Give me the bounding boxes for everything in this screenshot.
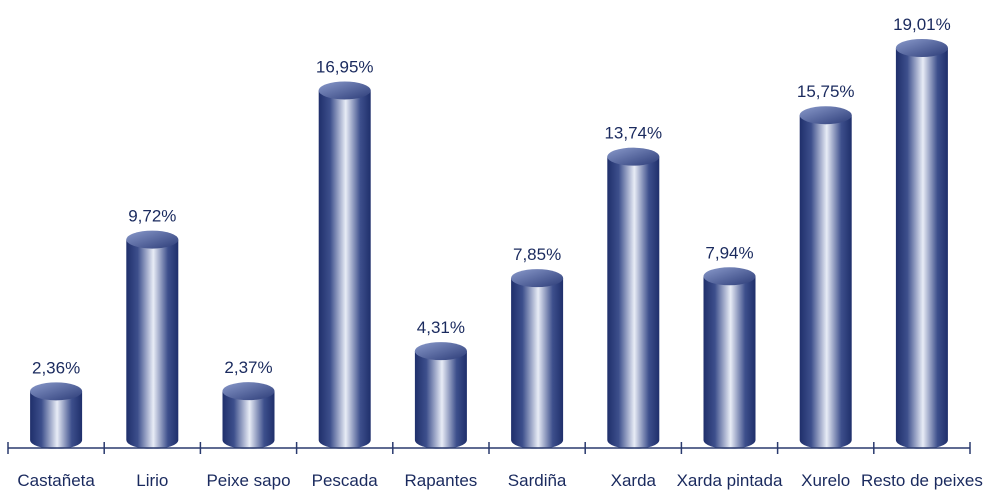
bar-body (895, 48, 948, 449)
value-label: 15,75% (797, 82, 855, 101)
value-label: 4,31% (417, 318, 465, 337)
bar-body (703, 276, 756, 449)
category-label: Castañeta (17, 471, 95, 490)
x-axis (7, 442, 971, 454)
value-label: 7,85% (513, 245, 561, 264)
category-label: Pescada (312, 471, 379, 490)
value-label: 9,72% (128, 207, 176, 226)
labels-layer: 2,36% Castañeta 9,72% Lirio 2,37% Peixe sapo 1… (17, 15, 983, 490)
bar-top (222, 382, 275, 401)
bar-top (511, 269, 564, 288)
bar-2 (222, 382, 275, 449)
category-label: Lirio (136, 471, 168, 490)
value-label: 13,74% (604, 124, 662, 143)
category-label: Xarda pintada (677, 471, 783, 490)
bar-top (895, 39, 948, 57)
value-label: 2,37% (224, 358, 272, 377)
category-label: Sardiña (508, 471, 567, 490)
bar-3 (318, 81, 371, 449)
bar-5 (511, 269, 564, 449)
bars-layer (30, 39, 948, 450)
bar-6 (607, 147, 660, 450)
bar-top (703, 267, 756, 286)
bar-body (799, 115, 852, 449)
bar-top (799, 106, 852, 125)
bar-8 (799, 106, 852, 449)
bar-body (222, 391, 275, 449)
value-label: 16,95% (316, 57, 374, 76)
bar-body (318, 90, 371, 449)
bar-body (607, 156, 660, 450)
bar-top (318, 81, 371, 100)
bar-top (414, 342, 467, 361)
category-label: Resto de peixes (861, 471, 983, 490)
bar-1 (126, 230, 179, 449)
bar-top (30, 382, 83, 401)
bar-body (126, 239, 179, 449)
category-label: Xurelo (801, 471, 850, 490)
bar-9 (895, 39, 948, 449)
value-label: 2,36% (32, 358, 80, 377)
category-label: Xarda (611, 471, 657, 490)
bar-body (30, 391, 83, 449)
category-label: Rapantes (405, 471, 478, 490)
bar-4 (414, 342, 467, 449)
bar-body (414, 351, 467, 449)
value-label: 7,94% (705, 243, 753, 262)
bar-7 (703, 267, 756, 449)
bar-top (126, 230, 179, 249)
value-label: 19,01% (893, 15, 951, 34)
bar-body (511, 278, 564, 449)
bar-0 (30, 382, 83, 449)
category-label: Peixe sapo (206, 471, 290, 490)
bar-top (607, 147, 660, 166)
